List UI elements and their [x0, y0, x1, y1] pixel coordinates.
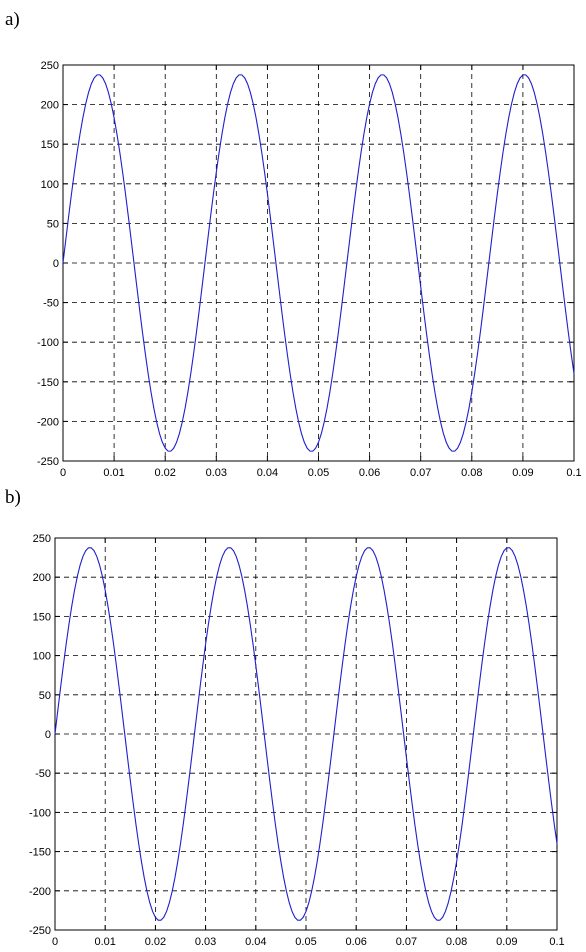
x-tick-label: 0.1 [549, 936, 564, 948]
x-tick-label: 0.09 [512, 467, 533, 479]
x-tick-label: 0.03 [206, 467, 227, 479]
chart-panel-a: 0 0.01 0.02 0.03 0.04 0.05 0.06 0.07 0.08 0.09 0.1… [37, 60, 582, 479]
y-tick-label: 250 [41, 60, 59, 72]
y-tick-label: 100 [41, 179, 59, 191]
x-tick-label: 0.04 [245, 936, 266, 948]
series-line-b [54, 547, 558, 921]
y-tick-label: 50 [39, 690, 51, 702]
chart-panel-b: 0 0.01 0.02 0.03 0.04 0.05 0.06 0.07 0.08 0.09 0.1… [29, 533, 565, 948]
y-tick-label: -150 [37, 377, 59, 389]
panel-b-label: b) [5, 487, 21, 508]
y-tick-label: -150 [29, 847, 51, 859]
y-tick-label: -200 [37, 416, 59, 428]
y-tick-label: -250 [37, 456, 59, 468]
x-tick-label: 0.01 [103, 467, 124, 479]
x-tick-label: 0.07 [396, 936, 417, 948]
y-tick-label: -200 [29, 886, 51, 898]
x-tick-label: 0.04 [257, 467, 278, 479]
y-tick-label: 100 [33, 651, 51, 663]
x-tick-label: 0 [52, 936, 58, 948]
x-tick-label: 0.06 [345, 936, 366, 948]
x-tick-label: 0.08 [461, 467, 482, 479]
x-tick-label: 0.01 [94, 936, 115, 948]
x-tick-label: 0.03 [195, 936, 216, 948]
y-tick-label: 0 [53, 258, 59, 270]
x-tick-label: 0.05 [308, 467, 329, 479]
y-tick-label: 200 [33, 572, 51, 584]
x-tick-label: 0.09 [496, 936, 517, 948]
y-tick-label: -50 [35, 768, 51, 780]
x-tick-label: 0.1 [566, 467, 581, 479]
x-tick-label: 0.02 [154, 467, 175, 479]
y-tick-label: -100 [37, 337, 59, 349]
y-tick-label: -250 [29, 925, 51, 937]
y-tick-label: 150 [33, 611, 51, 623]
x-tick-label: 0.05 [295, 936, 316, 948]
x-tick-label: 0.06 [359, 467, 380, 479]
y-tick-label: -50 [43, 298, 59, 310]
x-tick-label: 0.07 [410, 467, 431, 479]
series-line-a [62, 74, 575, 452]
y-tick-label: 150 [41, 139, 59, 151]
y-tick-label: 250 [33, 533, 51, 545]
panel-a-label: a) [5, 9, 20, 30]
y-tick-label: -100 [29, 807, 51, 819]
x-tick-label: 0.02 [145, 936, 166, 948]
y-tick-label: 200 [41, 100, 59, 112]
y-tick-label: 0 [45, 729, 51, 741]
x-tick-label: 0.08 [446, 936, 467, 948]
x-tick-label: 0 [60, 467, 66, 479]
y-tick-label: 50 [47, 218, 59, 230]
